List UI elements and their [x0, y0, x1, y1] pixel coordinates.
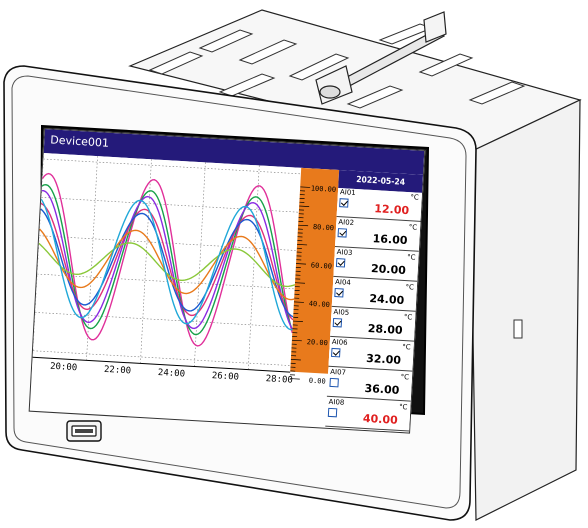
channel-name: AI05 [333, 307, 350, 317]
scale-tick [292, 320, 303, 322]
scale-tick [294, 282, 306, 284]
grid-line-h [34, 312, 293, 328]
trend-chart[interactable] [32, 153, 340, 374]
channel-checkbox[interactable] [327, 407, 338, 418]
scale-label: 80.00 [313, 223, 334, 232]
scale-tick [299, 205, 310, 207]
channel-name: AI04 [334, 278, 352, 287]
channel-unit: °C [403, 313, 413, 322]
channel-unit: °C [402, 342, 411, 352]
scale-tick [297, 244, 308, 246]
device-title: Device001 [50, 133, 110, 150]
channel-checkbox[interactable] [339, 198, 349, 208]
channel-name: AI02 [338, 218, 355, 228]
grid-line-v [32, 153, 44, 357]
channel-row-ai08[interactable]: AI08 °C 40.00 [325, 397, 411, 432]
channel-name: AI06 [331, 337, 348, 347]
time-label: 28:00 [265, 374, 294, 386]
grid-line-h [32, 350, 291, 366]
scale-label: 40.00 [309, 300, 330, 309]
usb-port-icon [66, 420, 102, 442]
scale-label: 100.00 [311, 184, 337, 193]
channel-value: 20.00 [370, 262, 407, 278]
time-label: 24:00 [157, 367, 186, 380]
grid-line-v [247, 165, 260, 370]
channel-row-ai01[interactable]: AI01 °C 12.00 [336, 188, 423, 222]
time-label: 26:00 [211, 371, 240, 383]
scale-label: 20.00 [307, 338, 328, 347]
channel-row-ai02[interactable]: AI02 °C 16.00 [334, 217, 421, 252]
scale-tick [296, 263, 307, 265]
channel-value: 24.00 [369, 292, 405, 308]
grid-line-v [86, 156, 98, 360]
trend-plot [32, 153, 301, 370]
display-screen: Device001 100.00 80.00 60.00 40.00 20.00 0.00… [28, 128, 426, 434]
scale-ticks: 100.00 80.00 60.00 40.00 20.00 0.00 [289, 184, 337, 386]
trend-series-3 [41, 189, 294, 330]
channel-checkbox[interactable] [332, 317, 343, 328]
grid-line-v [140, 159, 152, 363]
grid-line-h [37, 273, 295, 290]
grid-line-h [39, 235, 297, 251]
channel-unit: °C [400, 372, 410, 382]
channel-row-ai03[interactable]: AI03 °C 20.00 [333, 247, 419, 282]
grid-line-h [43, 158, 301, 175]
channel-unit: °C [405, 283, 415, 292]
channel-checkbox[interactable] [329, 377, 339, 388]
channel-name: AI01 [339, 188, 356, 198]
channel-name: AI03 [336, 248, 353, 257]
mounting-bracket [315, 11, 447, 105]
channel-unit: °C [408, 223, 418, 232]
trend-series-2 [41, 183, 294, 336]
channel-checkbox[interactable] [334, 288, 344, 298]
channel-value: 32.00 [365, 351, 402, 367]
trend-series-4 [40, 202, 294, 321]
channel-unit: °C [398, 402, 408, 412]
scale-tick [290, 359, 301, 361]
grid-line-h [41, 197, 299, 213]
channel-panel: 2022-05-24 12:30:00 AI01°C12.00AI02°C16.… [325, 170, 424, 433]
trend-series-8 [40, 198, 293, 331]
channel-checkbox[interactable] [331, 347, 341, 358]
channel-checkbox[interactable] [335, 258, 346, 268]
channel-value: 28.00 [367, 321, 403, 337]
channel-row-ai04[interactable]: AI04 °C 24.00 [331, 277, 418, 312]
scale-tick [298, 224, 309, 227]
channel-row-ai05[interactable]: AI05 °C 28.00 [330, 307, 416, 342]
scale-label: 60.00 [311, 261, 332, 270]
channel-checkbox[interactable] [337, 228, 348, 238]
grid-line-v [194, 162, 206, 367]
channel-name: AI08 [328, 397, 345, 407]
time-label: 20:00 [49, 361, 78, 374]
value-scale: 100.00 80.00 60.00 40.00 20.00 0.00 [289, 167, 340, 386]
channel-value: 12.00 [373, 202, 410, 218]
time-label: 22:00 [103, 364, 132, 377]
channel-row-ai07[interactable]: AI07 °C 36.00 [326, 367, 413, 402]
channel-name: AI07 [330, 367, 347, 377]
scale-tick [293, 301, 304, 303]
channel-row-ai06[interactable]: AI06 °C 32.00 [328, 337, 414, 372]
channel-value: 36.00 [364, 381, 400, 397]
channel-value: 16.00 [372, 232, 408, 248]
channel-unit: °C [406, 253, 416, 262]
scale-tick [289, 378, 300, 380]
scale-tick [300, 186, 311, 188]
scale-label: 0.00 [309, 377, 326, 386]
trend-series-5 [40, 208, 294, 318]
channel-unit: °C [410, 193, 419, 202]
scale-tick [291, 339, 302, 342]
channel-value: 40.00 [362, 411, 399, 427]
